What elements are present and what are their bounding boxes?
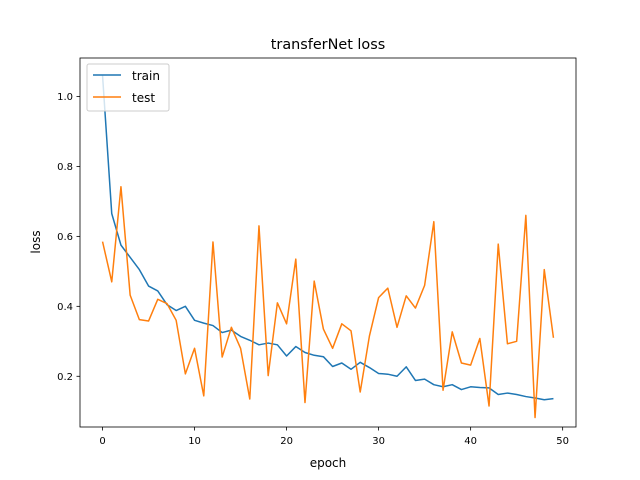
x-axis-label: epoch [310, 456, 347, 470]
y-axis-ticks: 0.2 0.4 0.6 0.8 1.0 [57, 92, 80, 383]
x-tick-label: 0 [99, 436, 105, 447]
y-tick-label: 0.8 [57, 162, 73, 173]
x-tick-label: 10 [188, 436, 201, 447]
legend: train test [86, 63, 170, 112]
axes-frame [79, 57, 577, 428]
x-tick-label: 30 [372, 436, 385, 447]
x-axis-ticks: 0 10 20 30 40 50 [99, 427, 569, 447]
x-tick-label: 20 [280, 436, 293, 447]
series-line-test [101, 185, 555, 419]
y-tick-label: 1.0 [57, 92, 73, 103]
legend-train-label: train [132, 69, 160, 83]
y-tick-label: 0.4 [57, 302, 73, 313]
series-line-train [101, 75, 554, 401]
x-tick-label: 50 [556, 436, 569, 447]
series-lines [101, 75, 555, 419]
x-tick-label: 40 [464, 436, 477, 447]
y-axis-label: loss [29, 230, 43, 253]
y-tick-label: 0.2 [57, 372, 73, 383]
plot-area [79, 57, 577, 428]
y-tick-label: 0.6 [57, 232, 73, 243]
chart-title: transferNet loss [271, 37, 385, 53]
legend-test-label: test [132, 91, 155, 105]
